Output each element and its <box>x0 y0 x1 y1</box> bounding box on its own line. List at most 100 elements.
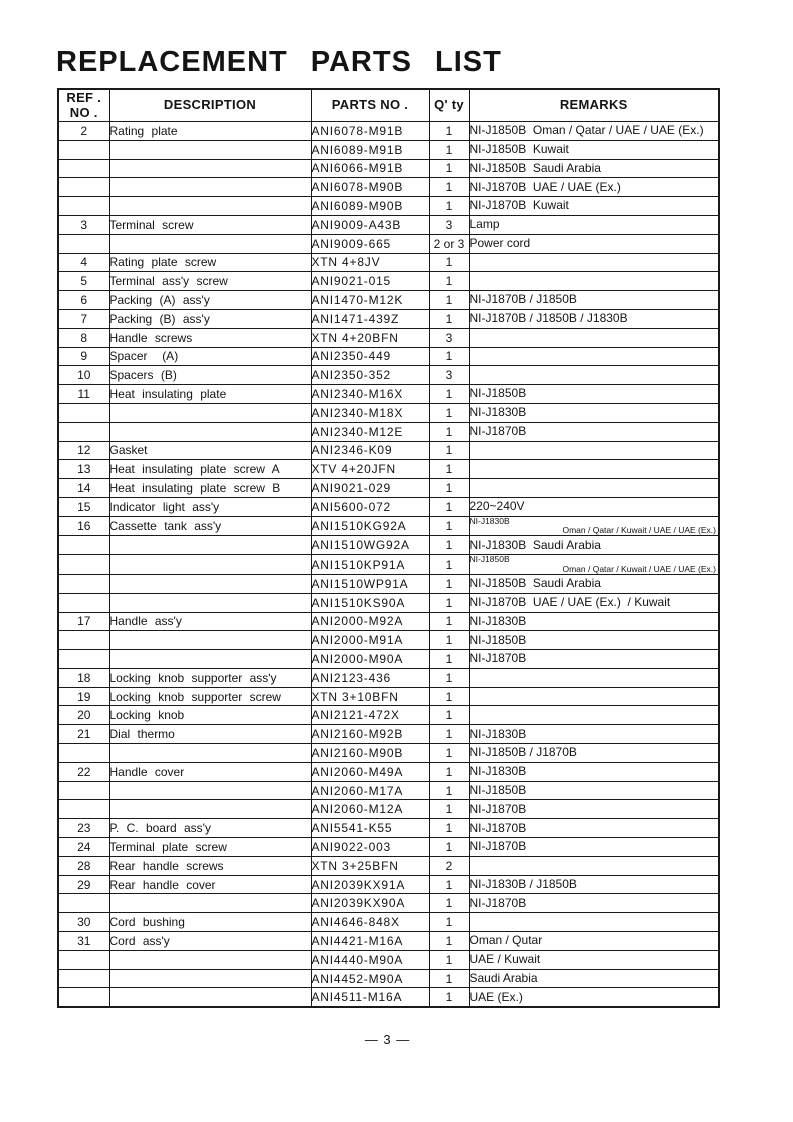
qty-cell: 1 <box>428 402 470 423</box>
qty-cell: 1 <box>428 252 470 273</box>
ref-no-cell <box>57 630 110 651</box>
table-row: ANI9009-665 2 or 3 Power cord <box>57 233 720 254</box>
table-row: 23 P. C. board ass'y ANI5541-K55 1 NI-J1870B <box>57 818 720 839</box>
qty-cell: 1 <box>428 799 470 820</box>
qty-cell: 1 <box>428 459 470 480</box>
table-row: ANI2000-M91A 1 NI-J1850B <box>57 630 720 651</box>
description-cell: Cord bushing <box>108 912 312 933</box>
header-description: DESCRIPTION <box>108 88 312 122</box>
description-cell <box>108 535 312 556</box>
parts-no-cell: ANI1510KP91A <box>310 554 430 575</box>
parts-no-cell: ANI2000-M90A <box>310 649 430 669</box>
remarks-text: NI-J1850B Saudi Arabia <box>469 160 601 175</box>
table-row: ANI4511-M16A 1 UAE (Ex.) <box>57 987 720 1008</box>
description-cell <box>108 554 312 575</box>
parts-no-cell: ANI1510KG92A <box>310 515 430 537</box>
parts-no-cell: XTN 4+20BFN <box>310 327 430 348</box>
table-row: 15 Indicator light ass'y ANI5600-072 1 220~2… <box>57 496 720 517</box>
remarks-cell: NI-J1870B UAE / UAE (Ex.) / Kuwait <box>468 592 720 613</box>
parts-no-cell: ANI4646-848X <box>310 912 430 933</box>
remarks-text: NI-J1870B / J1850B <box>469 292 577 307</box>
parts-no-cell: ANI6089-M90B <box>310 196 430 216</box>
description-cell: Rear handle screws <box>108 855 312 876</box>
remarks-cell: NI-J1870B <box>468 649 720 669</box>
qty-cell: 2 <box>428 855 470 876</box>
qty-cell: 1 <box>428 121 470 141</box>
table-row: 4 Rating plate screw XTN 4+8JV 1 <box>57 252 720 273</box>
description-cell: Terminal screw <box>108 214 312 235</box>
remarks-cell <box>468 855 720 876</box>
remarks-cell: NI-J1850B Saudi Arabia <box>468 158 720 179</box>
table-row: ANI6078-M90B 1 NI-J1870B UAE / UAE (Ex.) <box>57 177 720 198</box>
table-row: ANI1510WP91A 1 NI-J1850B Saudi Arabia <box>57 573 720 594</box>
remarks-text: NI-J1830B <box>469 764 527 779</box>
description-cell: Packing (A) ass'y <box>108 290 312 310</box>
parts-no-cell: ANI2160-M90B <box>310 743 430 763</box>
remarks-cell: NI-J1850B Oman / Qatar / Kuwait / UAE / U… <box>468 554 720 575</box>
remarks-cell <box>468 365 720 386</box>
parts-no-cell: ANI4421-M16A <box>310 931 430 951</box>
table-row: 16 Cassette tank ass'y ANI1510KG92A 1 NI-J18… <box>57 515 720 537</box>
qty-cell: 1 <box>428 667 470 688</box>
remarks-text: NI-J1830B <box>469 405 527 420</box>
remarks-cell: NI-J1870B <box>468 818 720 839</box>
parts-no-cell: ANI6078-M91B <box>310 121 430 141</box>
table-row: ANI2340-M12E 1 NI-J1870B <box>57 421 720 442</box>
ref-no-cell <box>57 968 110 989</box>
qty-cell: 1 <box>428 724 470 745</box>
ref-no-cell: 5 <box>57 271 110 292</box>
parts-no-cell: ANI9009-A43B <box>310 214 430 235</box>
remarks-cell <box>468 271 720 292</box>
table-row: ANI6089-M90B 1 NI-J1870B Kuwait <box>57 196 720 216</box>
remarks-cell <box>468 478 720 498</box>
ref-no-cell: 20 <box>57 705 110 726</box>
parts-no-cell: ANI2000-M92A <box>310 611 430 632</box>
qty-cell: 1 <box>428 177 470 198</box>
remarks-cell: NI-J1870B <box>468 421 720 442</box>
table-row: ANI2060-M12A 1 NI-J1870B <box>57 799 720 820</box>
qty-cell: 1 <box>428 837 470 857</box>
qty-cell: 1 <box>428 290 470 310</box>
parts-no-cell: ANI5541-K55 <box>310 818 430 839</box>
table-row: 13 Heat insulating plate screw A XTV 4+20J… <box>57 459 720 480</box>
parts-no-cell: XTV 4+20JFN <box>310 459 430 480</box>
table-row: 2 Rating plate ANI6078-M91B 1 NI-J1850B Oman… <box>57 121 720 141</box>
header-parts-no: PARTS NO . <box>310 88 430 122</box>
remarks-cell: NI-J1830B <box>468 724 720 745</box>
table-row: 21 Dial thermo ANI2160-M92B 1 NI-J1830B <box>57 724 720 745</box>
qty-cell: 3 <box>428 214 470 235</box>
ref-no-cell <box>57 573 110 594</box>
table-row: 6 Packing (A) ass'y ANI1470-M12K 1 NI-J1870B… <box>57 290 720 310</box>
ref-no-cell <box>57 196 110 216</box>
table-row: ANI4440-M90A 1 UAE / Kuwait <box>57 949 720 970</box>
table-row: 8 Handle screws XTN 4+20BFN 3 <box>57 327 720 348</box>
remarks-cell: NI-J1850B <box>468 630 720 651</box>
qty-cell: 1 <box>428 384 470 404</box>
remarks-cell: NI-J1870B <box>468 893 720 914</box>
parts-no-cell: ANI6078-M90B <box>310 177 430 198</box>
ref-no-cell: 14 <box>57 478 110 498</box>
parts-no-cell: ANI2123-436 <box>310 667 430 688</box>
table-row: 20 Locking knob ANI2121-472X 1 <box>57 705 720 726</box>
remarks-cell: NI-J1830B <box>468 402 720 423</box>
description-cell <box>108 893 312 914</box>
table-row: ANI1510KS90A 1 NI-J1870B UAE / UAE (Ex.) /… <box>57 592 720 613</box>
table-row: 19 Locking knob supporter screw XTN 3+10BF… <box>57 686 720 707</box>
ref-no-cell <box>57 592 110 613</box>
description-cell: Locking knob supporter ass'y <box>108 667 312 688</box>
qty-cell: 1 <box>428 346 470 367</box>
parts-no-cell: ANI1510WP91A <box>310 573 430 594</box>
header-remarks: REMARKS <box>468 88 720 122</box>
parts-no-cell: ANI1470-M12K <box>310 290 430 310</box>
table-header: REF . NO . DESCRIPTION PARTS NO . Q' ty … <box>57 88 720 122</box>
description-cell <box>108 799 312 820</box>
qty-cell: 2 or 3 <box>428 233 470 254</box>
table-row: 29 Rear handle cover ANI2039KX91A 1 NI-J1830… <box>57 874 720 895</box>
remarks-cell: NI-J1850B Kuwait <box>468 139 720 160</box>
remarks-cell: NI-J1830B Saudi Arabia <box>468 535 720 556</box>
table-row: 5 Terminal ass'y screw ANI9021-015 1 <box>57 271 720 292</box>
qty-cell: 1 <box>428 158 470 179</box>
remarks-cell: NI-J1850B Oman / Qatar / UAE / UAE (Ex.) <box>468 121 720 141</box>
description-cell <box>108 649 312 669</box>
description-cell <box>108 158 312 179</box>
